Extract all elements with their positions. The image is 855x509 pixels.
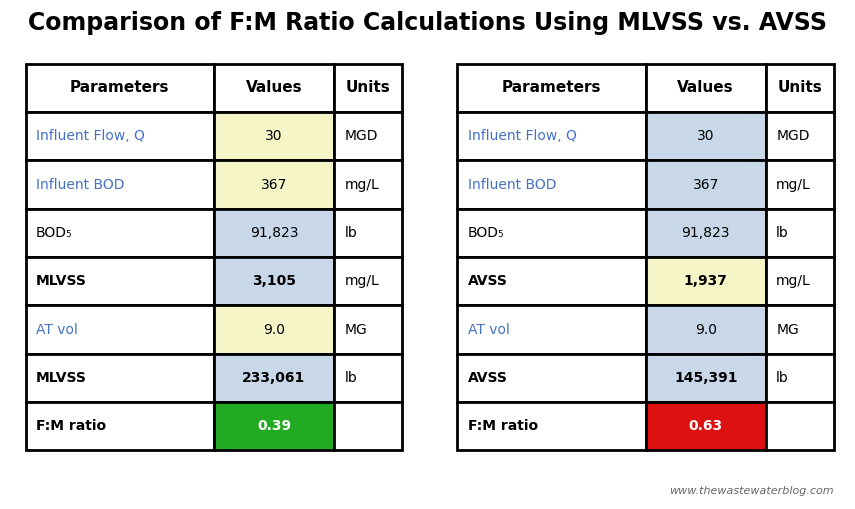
Bar (766, 402, 834, 450)
Text: 367: 367 (261, 178, 287, 191)
Bar (766, 112, 834, 160)
Text: lb: lb (345, 226, 357, 240)
Bar (766, 257, 834, 305)
Bar (334, 354, 402, 402)
Text: Influent BOD: Influent BOD (36, 178, 125, 191)
Bar (646, 64, 766, 112)
Bar (26, 354, 214, 402)
Bar (214, 112, 334, 160)
Text: BOD₅: BOD₅ (468, 226, 504, 240)
Text: Values: Values (677, 80, 734, 95)
Text: Units: Units (345, 80, 391, 95)
Bar (457, 112, 646, 160)
Text: 3,105: 3,105 (252, 274, 296, 288)
Bar (766, 354, 834, 402)
Text: MLVSS: MLVSS (36, 274, 87, 288)
Text: www.thewastewaterblog.com: www.thewastewaterblog.com (669, 486, 834, 496)
Bar (214, 257, 334, 305)
Text: 233,061: 233,061 (242, 371, 305, 385)
Text: 30: 30 (697, 129, 715, 143)
Bar (457, 209, 646, 257)
Bar (766, 209, 834, 257)
Bar (646, 160, 766, 209)
Bar (766, 305, 834, 354)
Text: lb: lb (345, 371, 357, 385)
Bar (646, 305, 766, 354)
Bar (214, 402, 334, 450)
Text: F:M ratio: F:M ratio (468, 419, 538, 433)
Bar (646, 402, 766, 450)
Bar (26, 402, 214, 450)
Bar (334, 402, 402, 450)
Bar (457, 354, 646, 402)
Bar (766, 64, 834, 112)
Text: mg/L: mg/L (776, 178, 811, 191)
Bar (26, 64, 214, 112)
Text: Influent Flow, Q: Influent Flow, Q (36, 129, 144, 143)
Text: 9.0: 9.0 (263, 323, 285, 336)
Text: 91,823: 91,823 (681, 226, 730, 240)
Bar (334, 64, 402, 112)
Text: mg/L: mg/L (345, 274, 379, 288)
Text: AVSS: AVSS (468, 274, 508, 288)
Text: mg/L: mg/L (345, 178, 379, 191)
Text: AT vol: AT vol (468, 323, 510, 336)
Text: Parameters: Parameters (70, 80, 169, 95)
Text: 9.0: 9.0 (695, 323, 716, 336)
Bar (457, 257, 646, 305)
Text: Comparison of F:M Ratio Calculations Using MLVSS vs. AVSS: Comparison of F:M Ratio Calculations Usi… (28, 11, 827, 35)
Bar (26, 112, 214, 160)
Bar (214, 209, 334, 257)
Text: 0.39: 0.39 (256, 419, 291, 433)
Bar (26, 305, 214, 354)
Text: MLVSS: MLVSS (36, 371, 87, 385)
Bar (457, 64, 646, 112)
Bar (334, 305, 402, 354)
Text: MG: MG (345, 323, 367, 336)
Text: mg/L: mg/L (776, 274, 811, 288)
Text: AT vol: AT vol (36, 323, 78, 336)
Text: lb: lb (776, 226, 789, 240)
Bar (214, 305, 334, 354)
Text: MG: MG (776, 323, 799, 336)
Text: F:M ratio: F:M ratio (36, 419, 106, 433)
Bar (214, 160, 334, 209)
Text: lb: lb (776, 371, 789, 385)
Text: 1,937: 1,937 (684, 274, 728, 288)
Text: 145,391: 145,391 (674, 371, 738, 385)
Text: 91,823: 91,823 (250, 226, 298, 240)
Bar (457, 402, 646, 450)
Text: 0.63: 0.63 (688, 419, 722, 433)
Bar (214, 64, 334, 112)
Bar (26, 257, 214, 305)
Bar (457, 160, 646, 209)
Bar (646, 257, 766, 305)
Bar (334, 112, 402, 160)
Text: Units: Units (777, 80, 823, 95)
Text: 30: 30 (265, 129, 283, 143)
Bar (457, 305, 646, 354)
Bar (26, 160, 214, 209)
Bar (214, 354, 334, 402)
Text: Values: Values (245, 80, 303, 95)
Bar (334, 160, 402, 209)
Bar (646, 354, 766, 402)
Bar (646, 112, 766, 160)
Text: Influent BOD: Influent BOD (468, 178, 557, 191)
Text: Parameters: Parameters (502, 80, 601, 95)
Text: 367: 367 (693, 178, 719, 191)
Bar (334, 209, 402, 257)
Bar (766, 160, 834, 209)
Bar (646, 209, 766, 257)
Text: MGD: MGD (345, 129, 378, 143)
Text: AVSS: AVSS (468, 371, 508, 385)
Text: Influent Flow, Q: Influent Flow, Q (468, 129, 576, 143)
Bar (334, 257, 402, 305)
Text: MGD: MGD (776, 129, 810, 143)
Bar (26, 209, 214, 257)
Text: BOD₅: BOD₅ (36, 226, 73, 240)
